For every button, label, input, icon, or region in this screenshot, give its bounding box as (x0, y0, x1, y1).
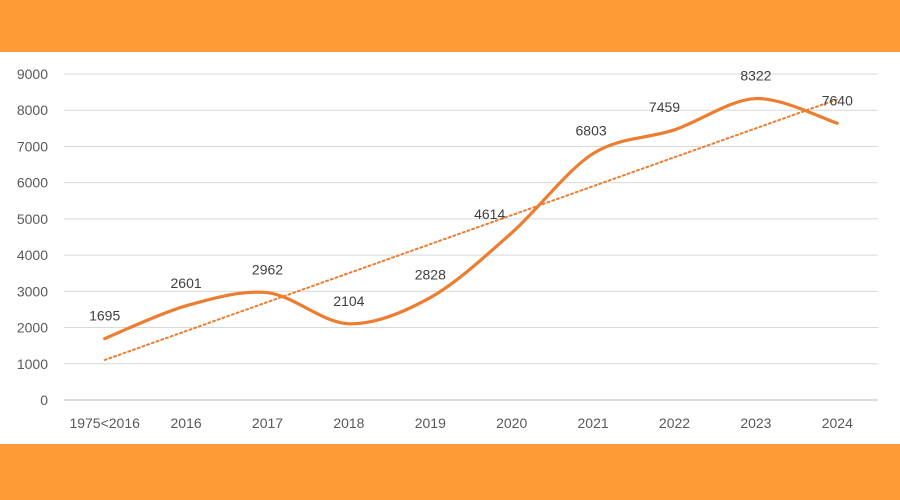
data-point (347, 322, 351, 326)
data-label: 7459 (649, 99, 680, 115)
data-point (103, 337, 107, 341)
data-point (591, 152, 595, 156)
series-group (103, 96, 839, 341)
chart-frame: 0 1000 2000 3000 4000 5000 6000 7000 8000 9000 19… (0, 52, 900, 444)
y-tick-label: 7000 (17, 138, 48, 154)
y-tick-label: 1000 (17, 356, 48, 372)
y-tick-label: 5000 (17, 211, 48, 227)
x-tick-label: 2016 (171, 415, 202, 431)
data-point (673, 128, 677, 132)
x-tick-label: 2018 (333, 415, 364, 431)
data-point (835, 121, 839, 125)
data-label: 2104 (333, 293, 364, 309)
y-tick-label: 6000 (17, 175, 48, 191)
y-tick-label: 9000 (17, 66, 48, 82)
x-tick-label: 2023 (740, 415, 771, 431)
data-labels: 1695 2601 2962 2104 2828 4614 6803 7459 8322 7640 (89, 68, 853, 324)
y-tick-label: 3000 (17, 283, 48, 299)
y-tick-label: 8000 (17, 102, 48, 118)
gridlines (64, 73, 878, 401)
data-label: 1695 (89, 308, 120, 324)
data-point (184, 304, 188, 308)
x-tick-label: 1975<2016 (69, 415, 140, 431)
data-label: 6803 (576, 123, 607, 139)
data-point (754, 97, 758, 101)
trendline (103, 98, 839, 361)
x-tick-label: 2021 (578, 415, 609, 431)
y-tick-label: 0 (40, 392, 48, 408)
data-point (510, 231, 514, 235)
y-tick-label: 2000 (17, 320, 48, 336)
x-tick-label: 2019 (415, 415, 446, 431)
data-label: 8322 (740, 68, 771, 84)
series-line (103, 96, 839, 341)
y-tick-label: 4000 (17, 247, 48, 263)
data-label: 2601 (171, 275, 202, 291)
x-tick-label: 2020 (496, 415, 527, 431)
data-label: 2828 (415, 267, 446, 283)
data-label: 7640 (822, 92, 853, 108)
data-label: 4614 (474, 206, 505, 222)
trendline-group (103, 98, 839, 361)
data-point (428, 296, 432, 300)
line-chart: 0 1000 2000 3000 4000 5000 6000 7000 8000 9000 19… (17, 66, 878, 431)
x-tick-label: 2017 (252, 415, 283, 431)
x-tick-label: 2022 (659, 415, 690, 431)
x-axis: 1975<2016 2016 2017 2018 2019 2020 2021 2022 202… (69, 415, 853, 431)
x-tick-label: 2024 (822, 415, 853, 431)
y-axis: 0 1000 2000 3000 4000 5000 6000 7000 8000 9000 (17, 66, 48, 408)
data-point (266, 291, 270, 295)
data-label: 2962 (252, 262, 283, 278)
